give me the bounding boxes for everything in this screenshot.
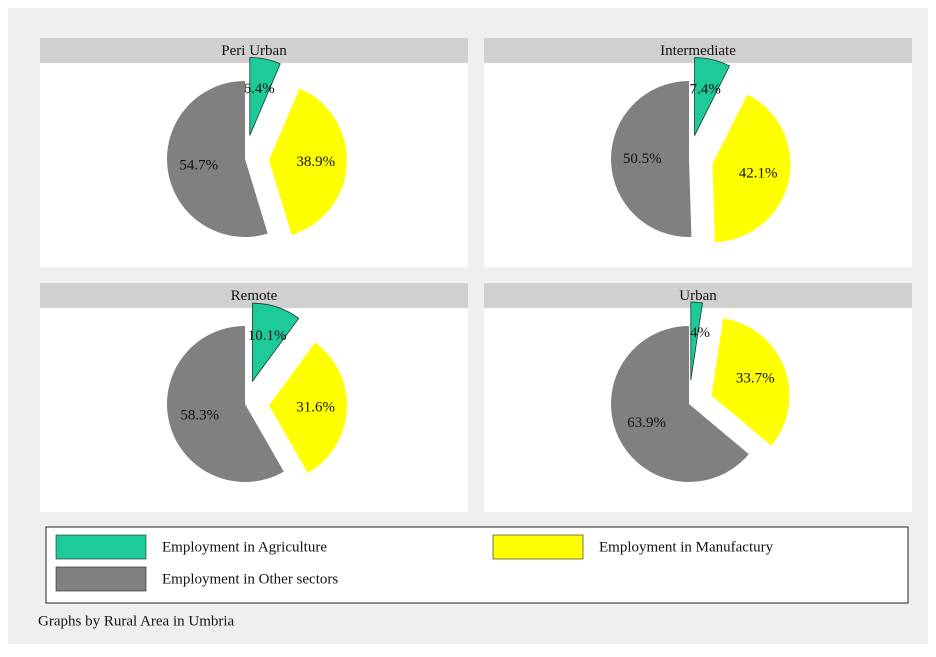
pie-slice [167,326,284,482]
slice-label: 54.7% [179,157,218,173]
slice-label: 7.4% [690,82,721,98]
pie-slice [694,57,731,136]
slice-label: 42.1% [739,166,778,182]
slice-label: 63.9% [627,415,666,431]
legend-box [45,526,909,604]
slice-label: 50.5% [623,151,662,167]
slice-label: 31.6% [296,399,335,415]
slice-label: 6.4% [244,81,275,97]
legend-label: Employment in Other sectors [162,571,338,587]
pie-slice [610,325,749,482]
panel-title: Intermediate [660,43,736,59]
slice-label: 38.9% [296,154,335,170]
panel-title: Peri Urban [221,43,287,59]
legend-swatch [55,534,147,560]
pie-slice [690,301,703,381]
legend-label: Employment in Manufactury [599,539,774,555]
pie-slice [166,81,268,238]
pie-slice [711,318,790,446]
legend-swatch [492,534,584,560]
pie-slice [712,94,791,243]
pie-slice [249,57,281,136]
legend-swatch [55,566,147,592]
pie-slice [268,88,347,235]
slice-label: 10.1% [248,328,287,344]
panel-title: Urban [679,288,717,304]
panel-title: Remote [231,288,278,304]
slice-label: 58.3% [180,408,219,424]
slice-label: 33.7% [736,370,775,386]
pie-slice [268,342,347,473]
pie-slice [611,81,692,238]
note: Graphs by Rural Area in Umbria [38,613,235,629]
legend-label: Employment in Agriculture [162,539,327,555]
pie-slice [252,302,300,383]
